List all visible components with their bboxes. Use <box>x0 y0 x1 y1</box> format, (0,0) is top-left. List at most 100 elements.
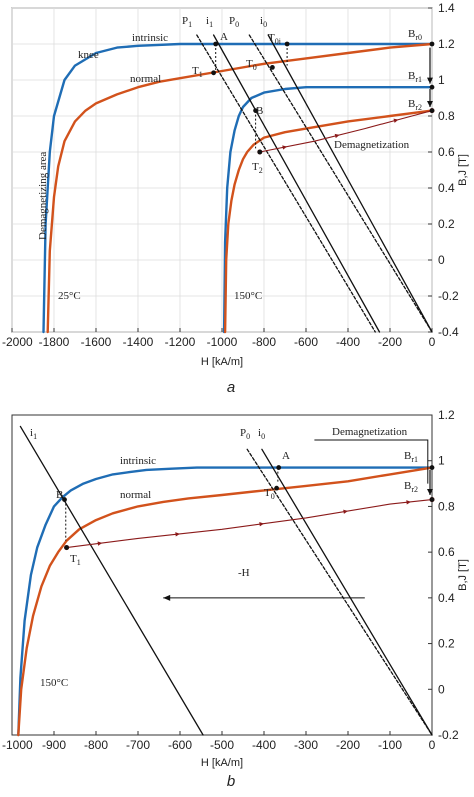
panel-a-operating-point <box>211 70 217 76</box>
x-tick-label-b: -900 <box>42 738 66 752</box>
panel-b-remanence-point <box>429 465 435 470</box>
demag-arrowhead-a <box>334 133 340 139</box>
x-tick-label-b: -800 <box>84 738 108 752</box>
panel-b: -1000 -900 -800 -700 -600 -500 -400 -300 -200 -10… <box>2 408 469 790</box>
demag-arrowhead-a <box>393 118 399 123</box>
panel-a-label-T1: T1 <box>192 65 203 79</box>
series-a-p1-5 <box>196 34 376 333</box>
panel-b-operating-point <box>64 545 69 550</box>
panel-a-label-B: B <box>256 105 263 117</box>
series-a-p0-7 <box>248 34 433 333</box>
demag-arrowhead-b <box>97 541 103 546</box>
y-tick-label-a: 1.4 <box>438 1 455 15</box>
panel-a-remanence-point <box>429 84 435 90</box>
panel-b-label-150c: 150°C <box>40 677 68 689</box>
panel-a-label-normal: normal <box>130 73 161 85</box>
series-a-i0-6 <box>267 34 433 333</box>
panel-a-x-axis-label: H [kA/m] <box>201 356 243 368</box>
x-tick-label-b: -400 <box>252 738 276 752</box>
panel-b-label-Br1: Br1 <box>404 450 418 464</box>
panel-b-label-minus-h: -H <box>238 567 250 579</box>
panel-b-label-T1: T1 <box>70 553 81 567</box>
x-tick-label-b: 0 <box>429 738 436 752</box>
panel-a-label-T2: T2 <box>252 161 263 175</box>
panel-b-remanence-point <box>429 497 435 502</box>
panel-a-remanence-point <box>429 41 435 47</box>
y-tick-label-a: 0 <box>438 253 445 267</box>
series-b-i1-2 <box>19 425 204 736</box>
panel-a-br-arrow-2-head <box>427 101 433 107</box>
y-tick-label-a: 0.4 <box>438 181 455 195</box>
y-tick-label-b: 0.8 <box>438 499 455 513</box>
panel-a-label-Br1: Br1 <box>408 70 422 84</box>
y-tick-label-a: 0.2 <box>438 217 455 231</box>
x-tick-label-b: -600 <box>168 738 192 752</box>
panel-a-br-arrow-1-head <box>427 77 433 84</box>
series-b-i0-3 <box>261 448 433 736</box>
panel-a-label-T0: T0 <box>246 58 257 72</box>
y-tick-label-b: 0.4 <box>438 591 455 605</box>
panel-b-x-axis-label: H [kA/m] <box>201 757 243 769</box>
panel-a-y-axis-label: B,J [T] <box>457 154 469 186</box>
y-tick-label-a: 0.6 <box>438 145 455 159</box>
panel-a-label-Br2: Br2 <box>408 98 422 112</box>
panel-b-caption: b <box>227 773 235 790</box>
series-b-p0-4 <box>246 448 433 736</box>
x-tick-label-b: -200 <box>336 738 360 752</box>
y-tick-label-a: 1 <box>438 73 445 87</box>
y-tick-label-a: -0.2 <box>438 289 459 303</box>
x-tick-label-a: -1200 <box>165 335 196 349</box>
x-tick-label-a: -400 <box>336 335 360 349</box>
y-tick-label-b: 1.2 <box>438 408 455 422</box>
panel-b-plot-frame <box>11 414 433 736</box>
panel-a-remanence-point <box>429 108 435 113</box>
panel-b-y-axis-label: B,J [T] <box>457 559 469 591</box>
panel-a-caption: a <box>227 379 235 396</box>
y-tick-label-a: -0.4 <box>438 325 459 339</box>
panel-b-label-A: A <box>282 450 290 462</box>
y-tick-label-b: 0 <box>438 682 445 696</box>
series-b-intrinsic-0 <box>17 466 434 737</box>
y-tick-label-b: 0.2 <box>438 637 455 651</box>
panel-a-label-demag-area: Demagnetizing area <box>37 152 49 240</box>
panel-b-label-Br2: Br2 <box>404 480 418 494</box>
panel-a-label-i0: i0 <box>260 15 267 29</box>
panel-a-label-intrinsic: intrinsic <box>132 32 168 44</box>
panel-b-operating-point <box>274 485 279 491</box>
y-tick-label-b: -0.2 <box>438 728 459 742</box>
series-a-intrinsic-2 <box>222 85 434 334</box>
x-tick-label-b: -100 <box>378 738 402 752</box>
y-tick-label-a: 0.8 <box>438 109 455 123</box>
x-tick-label-b: -300 <box>294 738 318 752</box>
x-tick-label-a: -1400 <box>123 335 154 349</box>
panel-b-label-i0: i0 <box>258 427 265 441</box>
panel-b-demag-callout <box>314 439 429 484</box>
panel-a-label-p0: P0 <box>229 15 239 29</box>
panel-b-label-normal: normal <box>120 489 151 501</box>
panel-a: -2000 -1800 -1600 -1400 -1200 -1000 -800 -600 -4… <box>2 1 469 396</box>
series-a-normal-3 <box>223 109 434 334</box>
y-tick-label-a: 1.2 <box>438 37 455 51</box>
x-tick-label-b: -700 <box>126 738 150 752</box>
panel-a-operating-point <box>257 149 263 155</box>
panel-b-curves <box>17 425 435 737</box>
panel-a-operating-point <box>270 65 275 70</box>
demag-arrowhead-b <box>343 509 348 514</box>
series-a-intrinsic-0 <box>42 42 434 334</box>
panel-b-label-p0: P0 <box>240 427 250 441</box>
x-tick-label-a: -1000 <box>207 335 238 349</box>
series-a-normal-1 <box>46 42 434 334</box>
demag-arrowhead-a <box>282 145 288 150</box>
demag-arrowhead-b <box>259 522 264 527</box>
series-b-demagnetization-path-5 <box>66 499 433 549</box>
x-tick-label-a: 0 <box>429 335 436 349</box>
x-tick-label-a: -800 <box>252 335 276 349</box>
y-tick-label-b: 1 <box>438 454 445 468</box>
series-b-normal-1 <box>17 466 434 737</box>
panel-a-label-p1: P1 <box>182 15 192 29</box>
demag-arrowhead-b <box>175 532 180 537</box>
panel-a-label-Br0: Br0 <box>408 28 422 42</box>
panel-b-label-demagnetization: Demagnetization <box>332 426 408 438</box>
x-tick-label-a: -1800 <box>39 335 70 349</box>
